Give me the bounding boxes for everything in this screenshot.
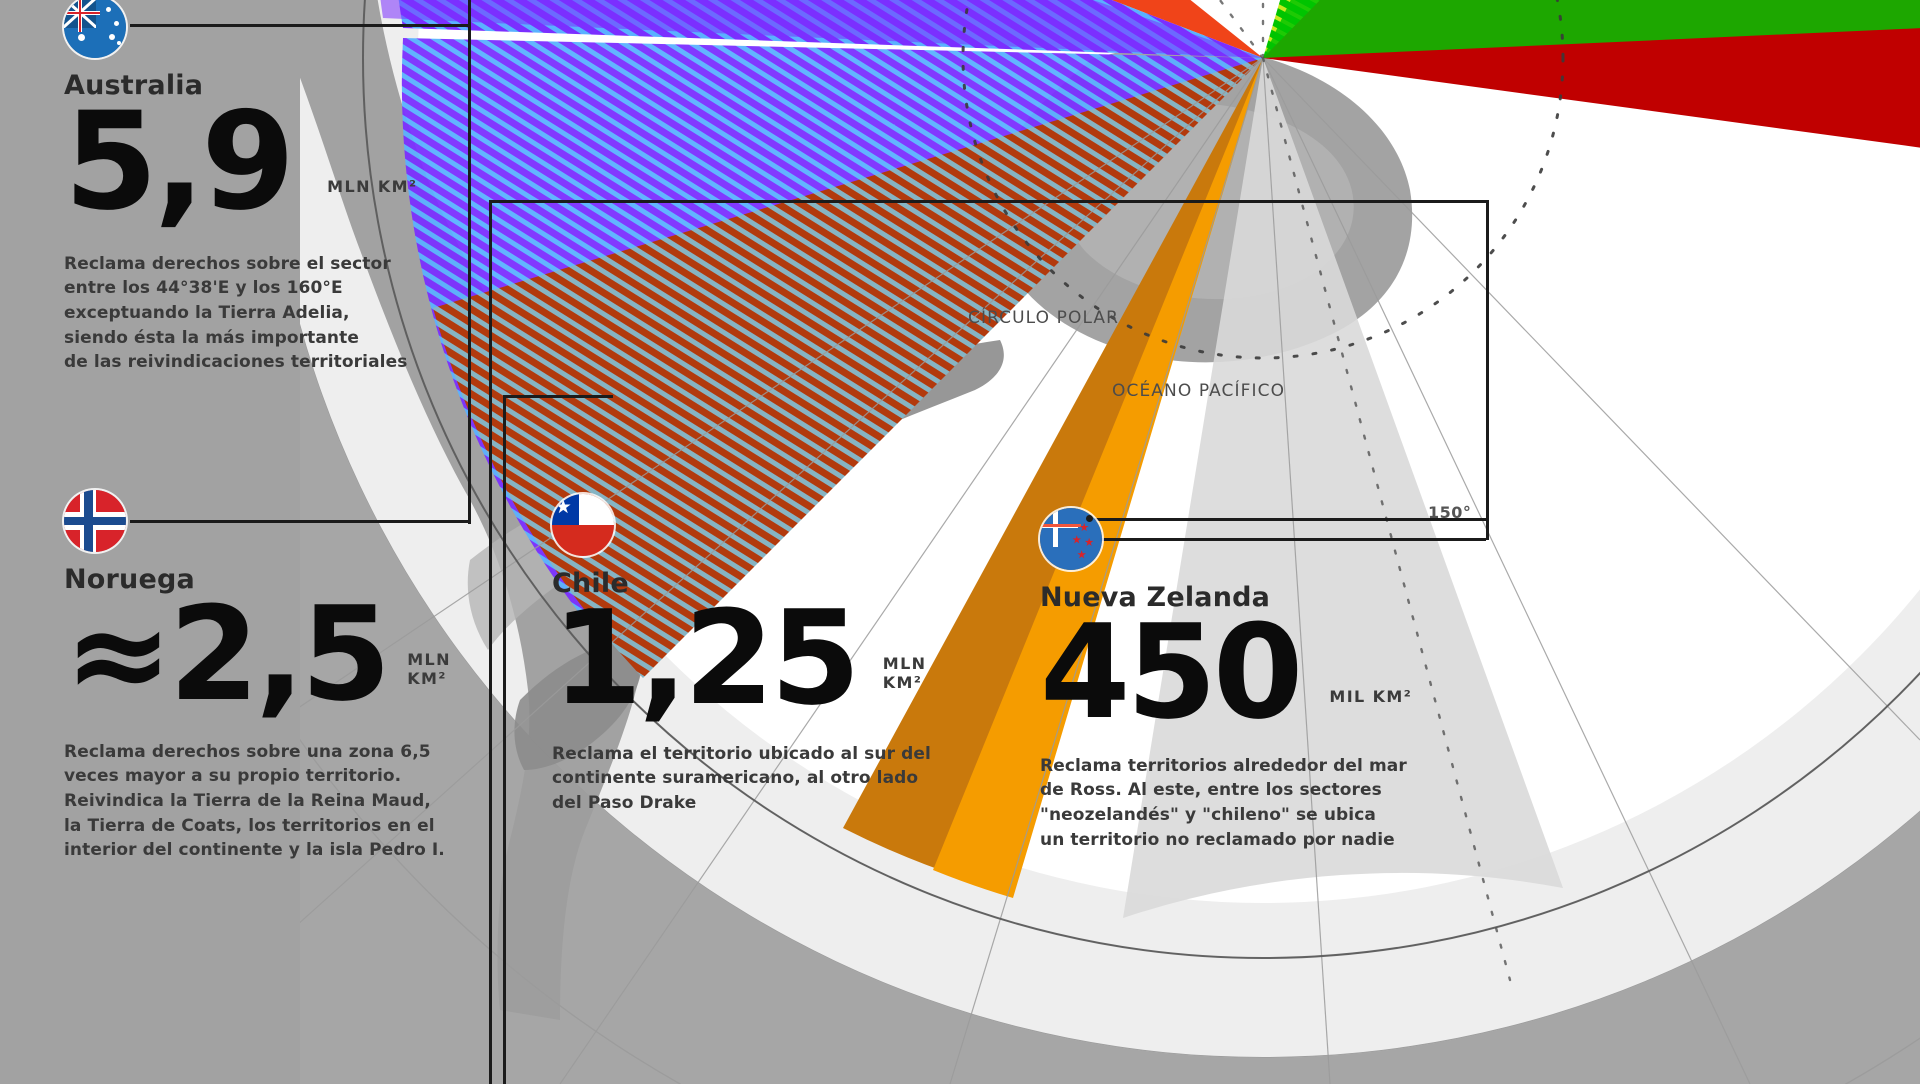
card-australia[interactable]: Australia 5,9 MLN KM² Reclama derechos s… bbox=[64, 0, 464, 375]
callout-frame-nz-bottom bbox=[1090, 538, 1486, 541]
card-nueva-zelanda[interactable]: Nueva Zelanda 450 MIL KM² Reclama territ… bbox=[1040, 508, 1440, 852]
callout-frame-chile-left bbox=[489, 200, 492, 1084]
unit-noruega: MLN KM² bbox=[407, 649, 451, 688]
callout-frame-chile-right bbox=[1486, 200, 1489, 540]
callout-frame-australia-right bbox=[468, 0, 471, 30]
country-name-noruega: Noruega bbox=[64, 564, 195, 595]
description-chile: Reclama el territorio ubicado al sur del… bbox=[552, 743, 931, 813]
description-nueva-zelanda: Reclama territorios alrededor del mar de… bbox=[1040, 755, 1407, 850]
flag-australia bbox=[64, 0, 126, 58]
country-name-chile: Chile bbox=[552, 568, 629, 599]
value-nueva-zelanda: 450 bbox=[1040, 596, 1303, 748]
country-name-australia: Australia bbox=[64, 70, 204, 101]
unit-australia: MLN KM² bbox=[327, 176, 418, 196]
map-label-circulo-polar: CÍRCULO POLAR bbox=[968, 308, 1120, 328]
card-noruega[interactable]: Noruega ≈2,5 MLN KM² Reclama derechos so… bbox=[64, 490, 484, 863]
description-noruega: Reclama derechos sobre una zona 6,5 vece… bbox=[64, 741, 445, 861]
callout-line-noruega bbox=[130, 520, 470, 523]
map-label-meridian-150: 150° bbox=[1428, 503, 1472, 522]
unit-chile: MLN KM² bbox=[882, 653, 927, 692]
callout-frame-chile-inner bbox=[503, 395, 506, 1084]
flag-chile: ★ bbox=[552, 494, 614, 556]
value-noruega: ≈2,5 bbox=[64, 578, 391, 730]
description-australia: Reclama derechos sobre el sector entre l… bbox=[64, 253, 408, 373]
callout-frame-noruega-right bbox=[468, 24, 471, 524]
left-shade-panel bbox=[0, 0, 300, 1084]
country-name-nueva-zelanda: Nueva Zelanda bbox=[1040, 582, 1271, 613]
unit-nueva-zelanda: MIL KM² bbox=[1329, 686, 1413, 706]
callout-line-chile bbox=[503, 395, 613, 398]
value-australia: 5,9 bbox=[64, 83, 295, 240]
flag-noruega bbox=[64, 490, 126, 552]
callout-frame-chile-top bbox=[489, 200, 1489, 203]
flag-nueva-zelanda bbox=[1040, 508, 1102, 570]
card-chile[interactable]: ★ Chile 1,25 MLN KM² Reclama el territor… bbox=[552, 494, 952, 816]
callout-dot-nueva-zelanda bbox=[1086, 515, 1093, 522]
callout-line-nueva-zelanda bbox=[1090, 518, 1486, 521]
value-chile: 1,25 bbox=[552, 582, 861, 734]
callout-line-australia bbox=[130, 24, 470, 27]
map-label-oceano-pacifico: OCÉANO PACÍFICO bbox=[1112, 381, 1286, 401]
